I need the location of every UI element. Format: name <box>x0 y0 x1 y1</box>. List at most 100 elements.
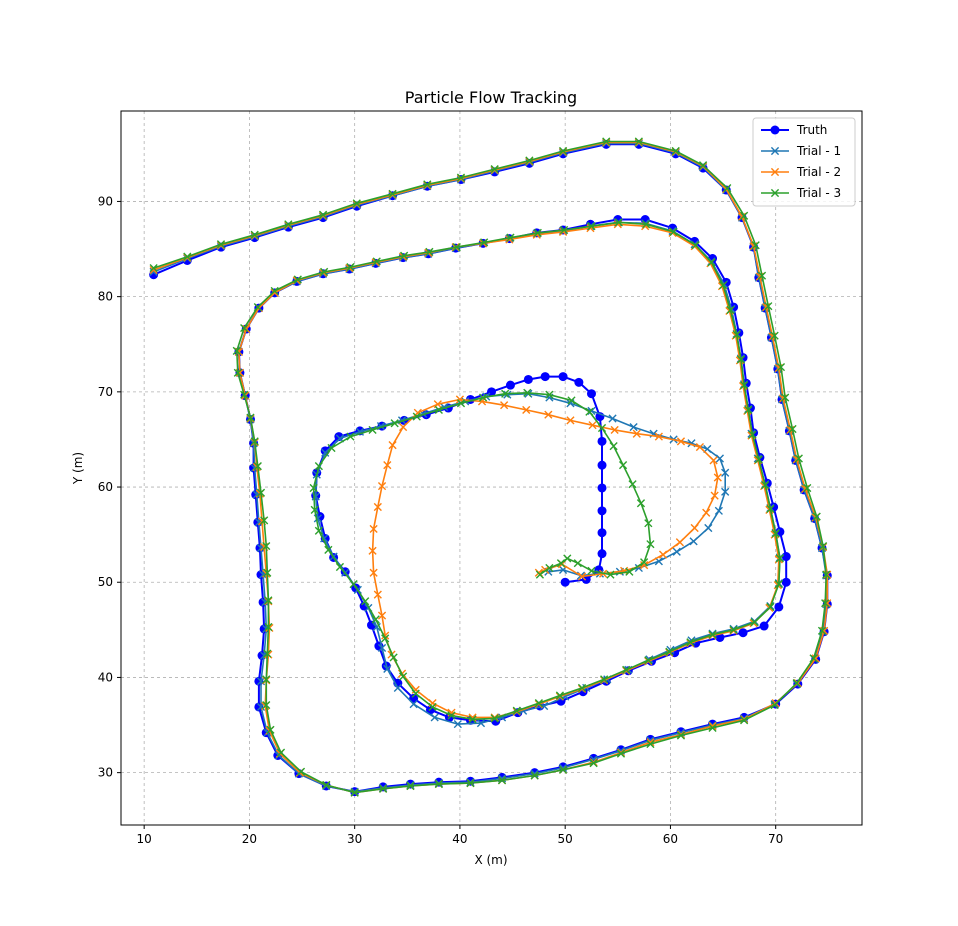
data-point-x <box>373 590 382 599</box>
data-point-x <box>233 368 242 377</box>
data-point-x <box>406 781 415 791</box>
data-point-circle <box>540 372 550 382</box>
data-point-x <box>774 580 783 589</box>
data-point-x <box>823 570 832 579</box>
data-point-x <box>497 776 507 785</box>
y-tick-label: 40 <box>98 670 113 684</box>
data-point-x <box>669 227 678 236</box>
data-point-circle <box>781 577 791 587</box>
data-point-x <box>232 346 241 355</box>
data-point-x <box>434 405 443 415</box>
data-point-x <box>378 784 388 793</box>
data-point-circle <box>367 620 377 630</box>
data-point-x <box>740 381 749 390</box>
data-point-x <box>636 499 646 508</box>
data-point-circle <box>774 602 784 612</box>
data-point-x <box>253 303 262 312</box>
data-point-x <box>264 596 273 605</box>
data-point-circle <box>597 528 607 538</box>
data-point-x <box>788 424 797 434</box>
data-point-x <box>646 739 655 749</box>
data-point-x <box>654 432 663 441</box>
data-point-x <box>640 558 649 567</box>
data-point-x <box>709 456 718 465</box>
x-tick-label: 70 <box>768 832 783 846</box>
data-point-x <box>737 212 747 221</box>
data-point-x <box>216 240 226 249</box>
data-point-x <box>388 189 397 198</box>
data-point-x <box>260 516 269 525</box>
data-point-x <box>597 423 607 433</box>
data-point-x <box>715 454 724 463</box>
data-point-x <box>665 647 674 656</box>
data-point-x <box>423 180 432 189</box>
data-point-x <box>447 711 456 720</box>
data-point-x <box>792 679 801 688</box>
data-point-x <box>270 286 279 296</box>
data-point-x <box>383 664 392 673</box>
data-point-x <box>625 567 634 576</box>
data-point-x <box>577 683 587 693</box>
data-point-x <box>587 222 596 231</box>
data-point-x <box>560 225 569 235</box>
data-point-x <box>675 538 685 547</box>
x-tick-label: 50 <box>558 832 573 846</box>
data-point-x <box>708 630 717 639</box>
data-point-x <box>535 570 545 579</box>
data-point-x <box>766 504 775 514</box>
data-point-x <box>610 425 619 435</box>
data-point-x <box>506 233 515 242</box>
data-point-x <box>400 251 409 260</box>
data-point-x <box>761 481 770 490</box>
data-point-x <box>729 625 738 634</box>
data-point-x <box>751 241 760 250</box>
legend-box <box>752 117 856 207</box>
data-point-x <box>629 422 638 432</box>
data-point-x <box>411 689 420 698</box>
data-point-x <box>587 566 596 575</box>
data-point-x <box>812 512 821 521</box>
data-point-x <box>262 700 271 710</box>
legend-marker <box>770 167 780 177</box>
data-point-x <box>821 599 830 608</box>
data-point-circle <box>597 483 607 493</box>
legend-label: Trial - 2 <box>796 165 841 179</box>
data-point-x <box>476 719 486 728</box>
data-point-x <box>573 559 582 568</box>
legend-entry: Trial - 2 <box>761 165 841 179</box>
data-point-x <box>324 545 333 554</box>
legend-label: Trial - 3 <box>796 186 841 200</box>
data-point-x <box>811 654 820 663</box>
y-tick-label: 80 <box>98 290 113 304</box>
data-point-x <box>642 220 651 229</box>
data-point-x <box>398 672 408 681</box>
data-point-x <box>149 263 158 273</box>
legend-marker <box>770 188 780 198</box>
data-point-x <box>740 211 749 220</box>
data-point-x <box>346 432 355 441</box>
data-point-x <box>544 410 553 419</box>
data-point-x <box>671 146 680 156</box>
data-point-x <box>750 618 759 627</box>
data-point-x <box>708 723 717 732</box>
data-point-x <box>628 480 637 489</box>
data-point-x <box>372 257 381 266</box>
x-tick-label: 40 <box>452 832 467 846</box>
data-point-x <box>771 529 780 538</box>
data-point-x <box>490 714 499 723</box>
data-point-x <box>500 401 509 410</box>
data-point-x <box>672 547 681 556</box>
data-point-x <box>534 699 543 708</box>
legend: Truth Trial - 1 Trial - 2 Trial - 3 <box>752 117 856 207</box>
data-point-x <box>490 164 499 174</box>
data-point-x <box>430 713 439 722</box>
data-point-x <box>349 580 358 589</box>
data-point-x <box>480 238 489 247</box>
data-point-x <box>702 508 711 517</box>
data-point-x <box>256 488 266 497</box>
data-point-x <box>676 731 686 740</box>
y-tick-label: 70 <box>98 385 113 399</box>
data-point-x <box>264 622 273 632</box>
data-point-x <box>369 568 378 577</box>
data-point-x <box>314 462 323 471</box>
